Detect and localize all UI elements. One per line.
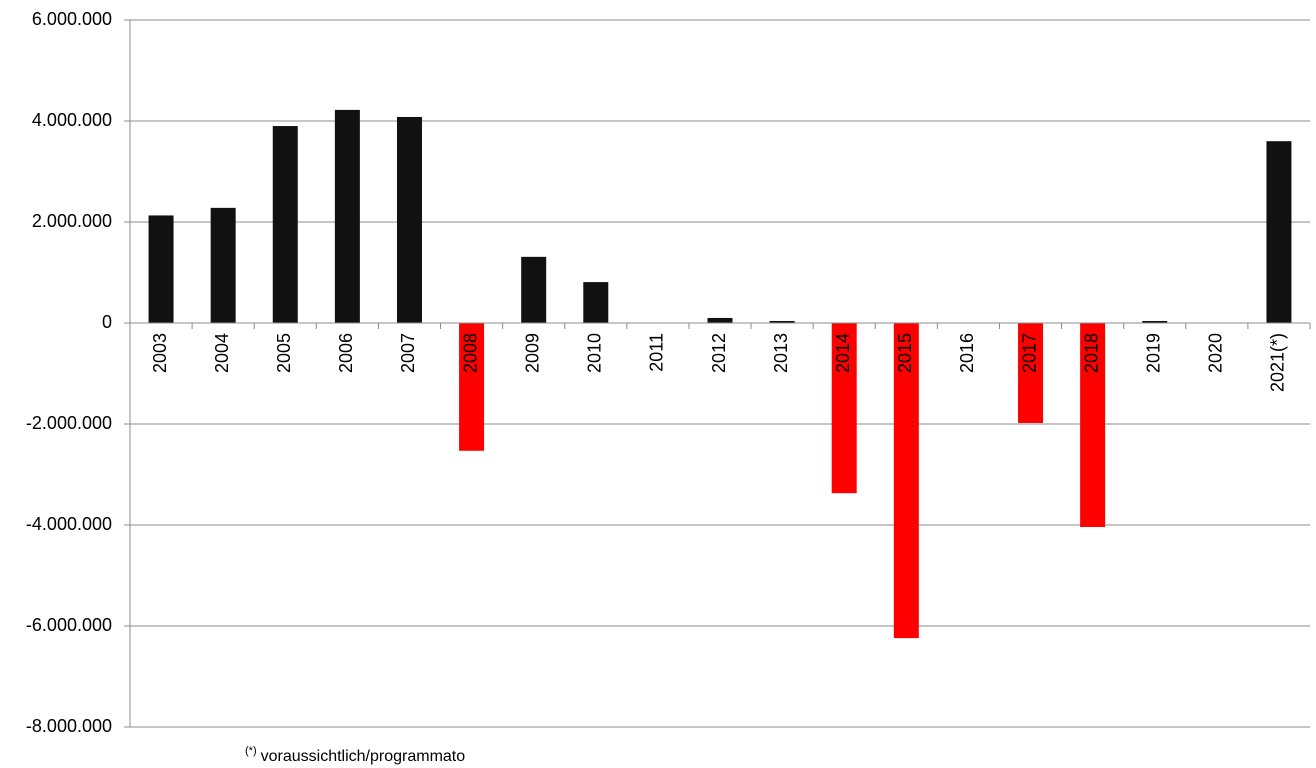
bar [1080,323,1106,528]
x-tick-label: 2015 [895,333,915,373]
x-tick-label: 2003 [150,333,170,373]
x-tick-label: 2012 [709,333,729,373]
bar [831,323,857,494]
y-tick-label: -8.000.000 [26,716,112,736]
y-tick-label: 6.000.000 [32,9,112,29]
x-tick-label: 2008 [460,333,480,373]
bar [1142,320,1168,323]
x-tick-label: 2010 [585,333,605,373]
footnote-text: voraussichtlich/programmato [261,748,466,765]
bar [396,116,422,324]
y-tick-label: 2.000.000 [32,211,112,231]
y-tick-label: 4.000.000 [32,110,112,130]
x-tick-label: 2011 [647,333,667,372]
x-tick-label: 2014 [833,333,853,373]
bar [1266,141,1292,323]
bar [334,109,360,323]
x-tick-label: 2020 [1206,333,1226,373]
bar [272,126,298,323]
footnote: (*) voraussichtlich/programmato [245,745,465,765]
bar [583,282,609,323]
bar [148,215,174,323]
x-tick-label: 2017 [1019,333,1039,373]
bar [1018,323,1044,423]
x-tick-label: 2007 [398,333,418,373]
x-tick-label: 2005 [274,333,294,373]
x-tick-label: 2009 [522,333,542,373]
x-tick-label: 2013 [771,333,791,373]
bar [893,323,919,639]
x-tick-label: 2021(*) [1268,333,1288,392]
x-tick-label: 2004 [212,333,232,373]
bar [707,317,733,323]
y-tick-label: -2.000.000 [26,413,112,433]
y-tick-label: -6.000.000 [26,615,112,635]
bar [769,320,795,323]
bar [521,256,547,323]
x-tick-label: 2016 [957,333,977,373]
y-tick-label: -4.000.000 [26,514,112,534]
bar [459,323,485,451]
x-tick-label: 2018 [1081,333,1101,373]
bar [210,207,236,323]
x-tick-label: 2019 [1143,333,1163,373]
footnote-marker: (*) [245,745,257,757]
y-tick-label: 0 [102,312,112,332]
x-tick-label: 2006 [336,333,356,373]
